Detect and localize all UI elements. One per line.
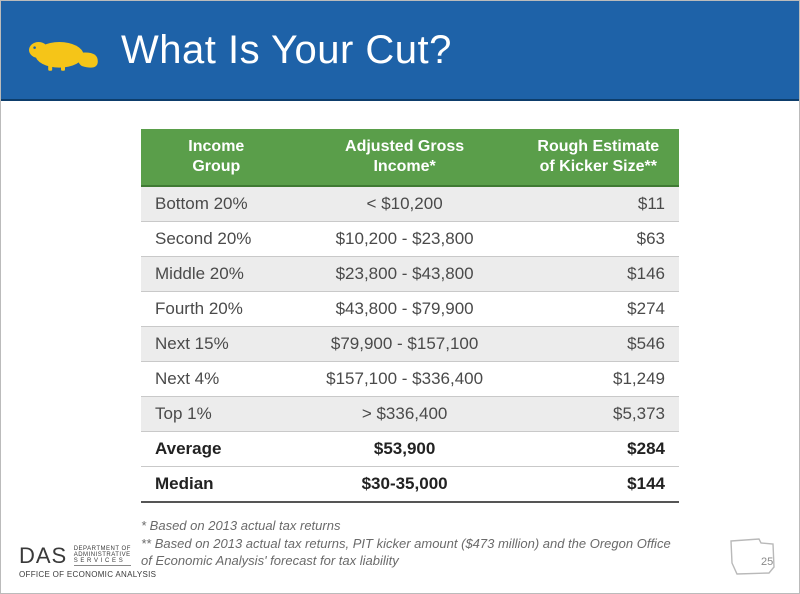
das-department: DEPARTMENT OFADMINISTRATIVES E R V I C E…: [74, 546, 131, 566]
cell-group: Next 4%: [141, 362, 292, 397]
table-row: Bottom 20%< $10,200$11: [141, 186, 679, 222]
cell-kicker: $546: [518, 327, 679, 362]
table-body: Bottom 20%< $10,200$11Second 20%$10,200 …: [141, 186, 679, 502]
cell-group: Next 15%: [141, 327, 292, 362]
cell-group: Second 20%: [141, 222, 292, 257]
state-outline: 25: [727, 533, 779, 581]
slide-header: What Is Your Cut?: [1, 1, 799, 101]
cell-kicker: $11: [518, 186, 679, 222]
table-row: Fourth 20%$43,800 - $79,900$274: [141, 292, 679, 327]
cell-kicker: $284: [518, 432, 679, 467]
table-row: Second 20%$10,200 - $23,800$63: [141, 222, 679, 257]
cell-kicker: $1,249: [518, 362, 679, 397]
footnotes: * Based on 2013 actual tax returns ** Ba…: [141, 517, 679, 570]
das-office: OFFICE OF ECONOMIC ANALYSIS: [19, 570, 156, 579]
kicker-table: IncomeGroup Adjusted GrossIncome* Rough …: [141, 129, 679, 503]
footer-logo: DAS DEPARTMENT OFADMINISTRATIVES E R V I…: [19, 543, 156, 579]
cell-agi: $43,800 - $79,900: [292, 292, 518, 327]
cell-kicker: $5,373: [518, 397, 679, 432]
table-row: Next 4%$157,100 - $336,400$1,249: [141, 362, 679, 397]
table-summary-row: Average$53,900$284: [141, 432, 679, 467]
cell-agi: $157,100 - $336,400: [292, 362, 518, 397]
cell-kicker: $63: [518, 222, 679, 257]
cell-group: Fourth 20%: [141, 292, 292, 327]
cell-group: Median: [141, 467, 292, 503]
beaver-icon: [21, 25, 101, 75]
col-header-agi: Adjusted GrossIncome*: [292, 129, 518, 186]
footnote-1: * Based on 2013 actual tax returns: [141, 517, 679, 535]
cell-group: Average: [141, 432, 292, 467]
table-row: Next 15%$79,900 - $157,100$546: [141, 327, 679, 362]
cell-agi: $30-35,000: [292, 467, 518, 503]
cell-group: Middle 20%: [141, 257, 292, 292]
table-row: Middle 20%$23,800 - $43,800$146: [141, 257, 679, 292]
cell-agi: < $10,200: [292, 186, 518, 222]
cell-kicker: $144: [518, 467, 679, 503]
col-header-kicker: Rough Estimateof Kicker Size**: [518, 129, 679, 186]
table-row: Top 1%> $336,400$5,373: [141, 397, 679, 432]
cell-agi: $23,800 - $43,800: [292, 257, 518, 292]
table-summary-row: Median$30-35,000$144: [141, 467, 679, 503]
page-number: 25: [761, 556, 773, 568]
col-header-income-group: IncomeGroup: [141, 129, 292, 186]
footnote-2: ** Based on 2013 actual tax returns, PIT…: [141, 535, 679, 570]
slide-title: What Is Your Cut?: [121, 28, 452, 73]
cell-kicker: $146: [518, 257, 679, 292]
cell-agi: > $336,400: [292, 397, 518, 432]
cell-group: Top 1%: [141, 397, 292, 432]
slide-content: IncomeGroup Adjusted GrossIncome* Rough …: [1, 101, 799, 570]
cell-agi: $79,900 - $157,100: [292, 327, 518, 362]
cell-agi: $10,200 - $23,800: [292, 222, 518, 257]
das-wordmark: DAS: [19, 543, 67, 569]
cell-group: Bottom 20%: [141, 186, 292, 222]
cell-kicker: $274: [518, 292, 679, 327]
cell-agi: $53,900: [292, 432, 518, 467]
